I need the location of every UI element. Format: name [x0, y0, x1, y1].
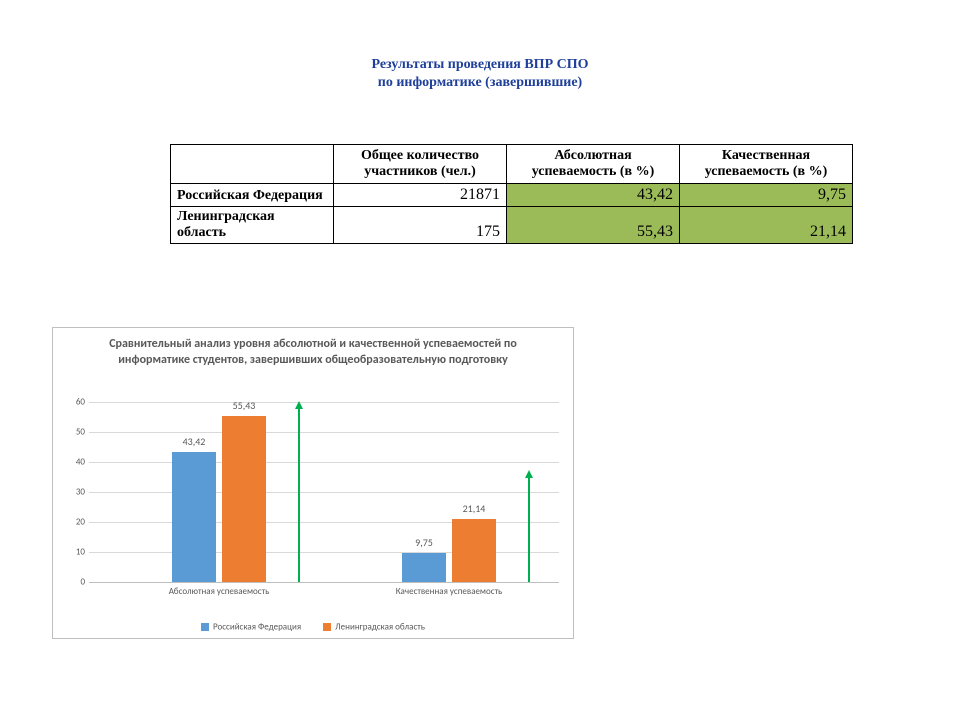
x-tick-label: Абсолютная успеваемость — [139, 586, 299, 597]
legend-text: Ленинградская область — [335, 621, 425, 632]
bar-value-label: 9,75 — [394, 536, 454, 549]
grid-line — [89, 432, 559, 433]
bar — [172, 452, 216, 582]
bar-value-label: 55,43 — [214, 399, 274, 412]
cell: 9,75 — [680, 184, 853, 207]
title-line-2: по информатике (завершившие) — [0, 74, 960, 92]
y-tick-label: 20 — [57, 517, 89, 528]
legend-swatch-icon — [323, 623, 331, 631]
results-table: Общее количество участников (чел.) Абсол… — [170, 144, 853, 244]
cell: 43,42 — [507, 184, 680, 207]
legend-swatch-icon — [201, 623, 209, 631]
cell: 21,14 — [680, 207, 853, 244]
bar-value-label: 43,42 — [164, 435, 224, 448]
grid-line — [89, 492, 559, 493]
row-label: Российская Федерация — [171, 184, 334, 207]
legend-text: Российская Федерация — [213, 621, 301, 632]
y-tick-label: 30 — [57, 487, 89, 498]
chart-plot-area: 010203040506043,4255,43Абсолютная успева… — [89, 402, 559, 582]
bar — [222, 416, 266, 582]
y-tick-label: 10 — [57, 547, 89, 558]
bar — [402, 553, 446, 582]
row-label: Ленинградская область — [171, 207, 334, 244]
col-header-2: Абсолютная успеваемость (в %) — [507, 145, 680, 184]
bar — [452, 519, 496, 582]
axis-baseline — [89, 582, 559, 583]
comparison-chart: Сравнительный анализ уровня абсолютной и… — [52, 327, 574, 639]
chart-legend: Российская Федерация Ленинградская облас… — [53, 621, 573, 632]
col-header-1: Общее количество участников (чел.) — [334, 145, 507, 184]
page-title: Результаты проведения ВПР СПО по информа… — [0, 56, 960, 92]
y-tick-label: 60 — [57, 397, 89, 408]
title-line-1: Результаты проведения ВПР СПО — [0, 56, 960, 74]
y-tick-label: 0 — [57, 577, 89, 588]
table-row: Ленинградская область 175 55,43 21,14 — [171, 207, 853, 244]
col-header-0 — [171, 145, 334, 184]
table-header-row: Общее количество участников (чел.) Абсол… — [171, 145, 853, 184]
y-tick-label: 40 — [57, 457, 89, 468]
chart-title: Сравнительный анализ уровня абсолютной и… — [53, 328, 573, 372]
y-tick-label: 50 — [57, 427, 89, 438]
grid-line — [89, 402, 559, 403]
table-row: Российская Федерация 21871 43,42 9,75 — [171, 184, 853, 207]
grid-line — [89, 462, 559, 463]
legend-item: Российская Федерация — [201, 621, 301, 632]
x-tick-label: Качественная успеваемость — [369, 586, 529, 597]
cell: 55,43 — [507, 207, 680, 244]
cell: 21871 — [334, 184, 507, 207]
col-header-3: Качественная успеваемость (в %) — [680, 145, 853, 184]
bar-value-label: 21,14 — [444, 502, 504, 515]
legend-item: Ленинградская область — [323, 621, 425, 632]
cell: 175 — [334, 207, 507, 244]
